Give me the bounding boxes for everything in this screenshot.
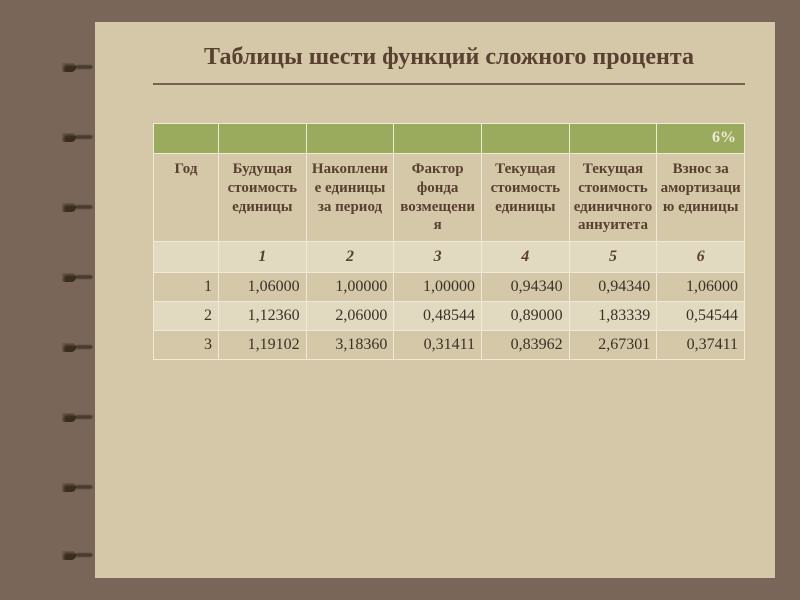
column-header: Текущая стоимость единицы (481, 154, 569, 242)
pushpin-icon (62, 60, 90, 74)
table-header-rate: 6% (154, 124, 745, 154)
column-header: Год (154, 154, 219, 242)
column-number (154, 242, 219, 273)
value-cell: 1,06000 (657, 273, 745, 302)
column-header: Текущая стоимость единичного аннуитета (569, 154, 657, 242)
table-row: 21,123602,060000,485440,890001,833390,54… (154, 302, 745, 331)
header-spacer (306, 124, 394, 154)
pushpin-icon (62, 340, 90, 354)
table-column-headers: ГодБудущая стоимость единицыНакопление е… (154, 154, 745, 242)
column-number: 2 (306, 242, 394, 273)
pushpin-icon (62, 130, 90, 144)
value-cell: 0,31411 (394, 331, 482, 360)
column-header: Фактор фонда возмещения (394, 154, 482, 242)
table-row: 11,060001,000001,000000,943400,943401,06… (154, 273, 745, 302)
year-cell: 2 (154, 302, 219, 331)
value-cell: 1,83339 (569, 302, 657, 331)
column-header: Будущая стоимость единицы (219, 154, 307, 242)
value-cell: 1,00000 (394, 273, 482, 302)
page-title: Таблицы шести функций сложного процента (153, 44, 745, 71)
compound-interest-table: 6%ГодБудущая стоимость единицыНакопление… (153, 123, 745, 360)
column-header: Накопление единицы за период (306, 154, 394, 242)
value-cell: 0,54544 (657, 302, 745, 331)
column-header: Взнос за амортизацию единицы (657, 154, 745, 242)
slide: Таблицы шести функций сложного процента … (95, 22, 775, 578)
value-cell: 0,48544 (394, 302, 482, 331)
value-cell: 2,06000 (306, 302, 394, 331)
column-number: 6 (657, 242, 745, 273)
value-cell: 1,12360 (219, 302, 307, 331)
value-cell: 0,89000 (481, 302, 569, 331)
divider (153, 83, 745, 85)
column-number: 3 (394, 242, 482, 273)
value-cell: 0,37411 (657, 331, 745, 360)
pushpin-icon (62, 480, 90, 494)
column-number: 4 (481, 242, 569, 273)
column-number: 1 (219, 242, 307, 273)
column-number: 5 (569, 242, 657, 273)
value-cell: 1,00000 (306, 273, 394, 302)
header-spacer (154, 124, 219, 154)
value-cell: 0,94340 (569, 273, 657, 302)
pushpin-icon (62, 200, 90, 214)
value-cell: 2,67301 (569, 331, 657, 360)
pushpin-icon (62, 410, 90, 424)
header-spacer (481, 124, 569, 154)
header-spacer (569, 124, 657, 154)
value-cell: 0,94340 (481, 273, 569, 302)
value-cell: 1,19102 (219, 331, 307, 360)
table-row: 31,191023,183600,314110,839622,673010,37… (154, 331, 745, 360)
rate-cell: 6% (657, 124, 745, 154)
value-cell: 3,18360 (306, 331, 394, 360)
value-cell: 1,06000 (219, 273, 307, 302)
value-cell: 0,83962 (481, 331, 569, 360)
pushpin-icon (62, 548, 90, 562)
table-column-numbers: 123456 (154, 242, 745, 273)
header-spacer (219, 124, 307, 154)
header-spacer (394, 124, 482, 154)
year-cell: 1 (154, 273, 219, 302)
pushpin-icon (62, 270, 90, 284)
year-cell: 3 (154, 331, 219, 360)
